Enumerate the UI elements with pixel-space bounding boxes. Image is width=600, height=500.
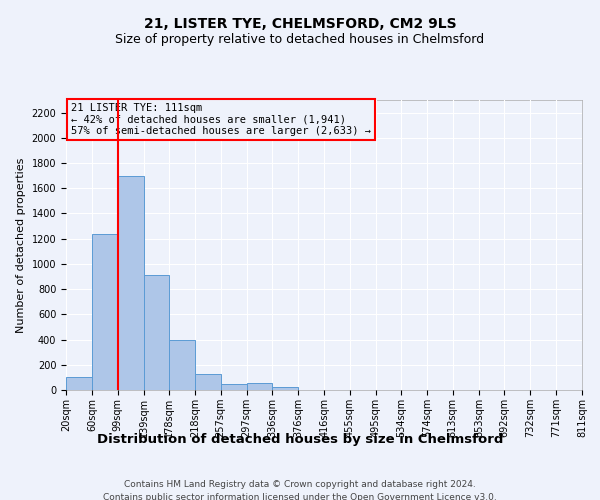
Bar [169, 340, 195, 390]
Text: Distribution of detached houses by size in Chelmsford: Distribution of detached houses by size … [97, 432, 503, 446]
Text: Contains HM Land Registry data © Crown copyright and database right 2024.
Contai: Contains HM Land Registry data © Crown c… [103, 480, 497, 500]
Text: 21 LISTER TYE: 111sqm
← 42% of detached houses are smaller (1,941)
57% of semi-d: 21 LISTER TYE: 111sqm ← 42% of detached … [71, 103, 371, 136]
Y-axis label: Number of detached properties: Number of detached properties [16, 158, 26, 332]
Bar [66, 378, 92, 390]
Bar [143, 276, 169, 390]
Text: 21, LISTER TYE, CHELMSFORD, CM2 9LS: 21, LISTER TYE, CHELMSFORD, CM2 9LS [143, 18, 457, 32]
Bar [118, 176, 143, 390]
Bar [92, 234, 118, 390]
Text: Size of property relative to detached houses in Chelmsford: Size of property relative to detached ho… [115, 32, 485, 46]
Bar [221, 384, 247, 390]
Bar [195, 374, 221, 390]
Bar [272, 387, 298, 390]
Bar [247, 383, 272, 390]
